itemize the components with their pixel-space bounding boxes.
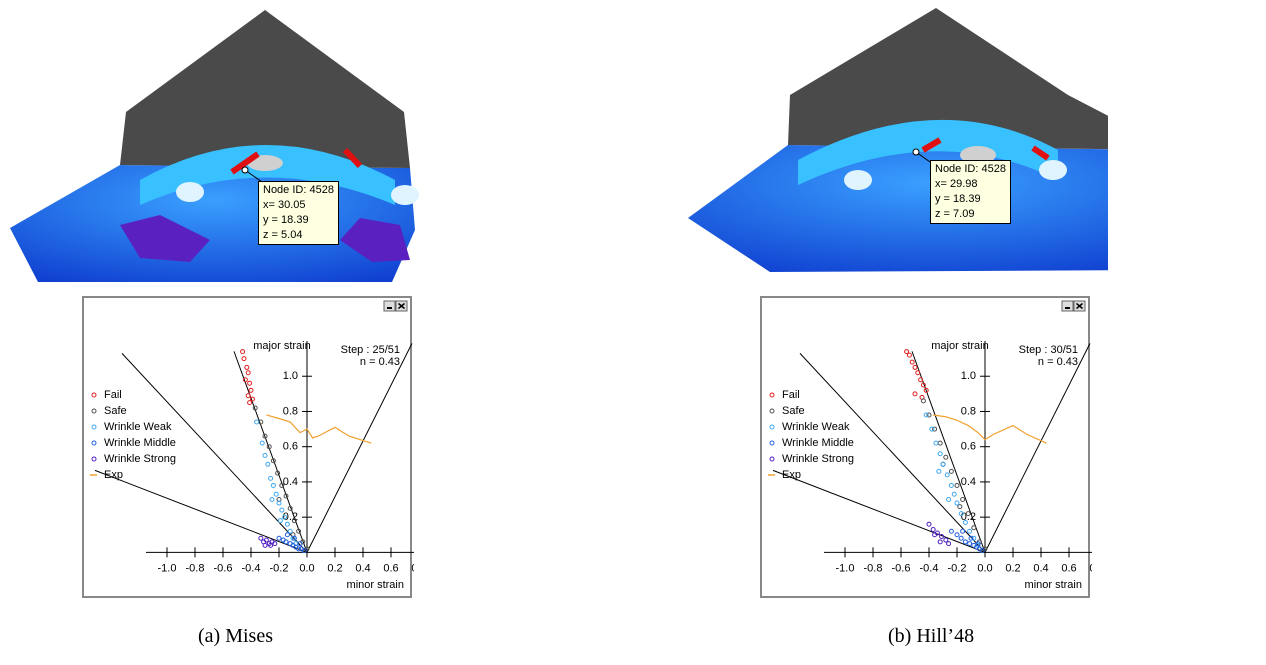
y-tick-label: 1.0 (283, 370, 298, 382)
y-tick-label: 0.6 (283, 441, 298, 453)
x-tick-label: 0.2 (327, 562, 342, 574)
tooltip-line: Node ID: 4528 (263, 183, 334, 198)
panel: Node ID: 4528 x= 30.05 y = 18.39 z = 5.0… (0, 0, 430, 665)
minimize-button (1062, 301, 1073, 311)
x-tick-label: -0.4 (242, 562, 261, 574)
page: Node ID: 4528 x= 30.05 y = 18.39 z = 5.0… (0, 0, 1266, 665)
tooltip-line: y = 18.39 (935, 192, 1006, 207)
annotation: n = 0.43 (360, 356, 400, 368)
tooltip: Node ID: 4528 x= 29.98 y = 18.39 z = 7.0… (930, 160, 1011, 224)
legend-label: Safe (782, 405, 805, 417)
panel: Node ID: 4528 x= 29.98 y = 18.39 z = 7.0… (678, 0, 1108, 665)
y-tick-label: 0.2 (283, 511, 298, 523)
y-tick-label: 0.4 (961, 476, 976, 488)
highlight (1039, 160, 1067, 180)
x-tick-label: -0.6 (214, 562, 233, 574)
highlight (176, 182, 204, 202)
y-tick-label: 1.0 (961, 370, 976, 382)
highlight (844, 170, 872, 190)
y-tick-label: 0.6 (961, 441, 976, 453)
legend-label: Wrinkle Weak (782, 421, 850, 433)
y-axis-label: major strain (931, 340, 988, 352)
minimize-button (384, 301, 395, 311)
legend-label: Exp (782, 469, 801, 481)
x-tick-label: 0.4 (1033, 562, 1048, 574)
tooltip-line: z = 5.04 (263, 228, 334, 243)
chart: -1.0-0.8-0.6-0.4-0.20.00.20.40.60.81.01.… (82, 296, 414, 599)
tooltip-line: Node ID: 4528 (935, 162, 1006, 177)
legend-label: Safe (104, 405, 127, 417)
caption: (a) Mises (198, 625, 273, 648)
x-tick-label: -0.8 (864, 562, 883, 574)
x-tick-label: 0.0 (299, 562, 314, 574)
legend-label: Wrinkle Middle (104, 437, 176, 449)
x-tick-label: -0.2 (270, 562, 289, 574)
x-tick-label: 0.8 (411, 562, 414, 574)
highlight (391, 185, 419, 205)
legend-label: Wrinkle Middle (782, 437, 854, 449)
y-tick-label: 0.4 (283, 476, 298, 488)
tooltip-line: z = 7.09 (935, 207, 1006, 222)
node (242, 167, 248, 173)
x-tick-label: 0.8 (1089, 562, 1092, 574)
x-axis-label: minor strain (347, 579, 404, 591)
tooltip-line: x= 29.98 (935, 177, 1006, 192)
x-tick-label: 0.4 (355, 562, 370, 574)
legend-label: Fail (782, 389, 800, 401)
annotation: Step : 30/51 (1019, 344, 1078, 356)
tooltip-line: x= 30.05 (263, 198, 334, 213)
render-3d (678, 0, 1108, 290)
x-tick-label: -0.8 (186, 562, 205, 574)
x-tick-label: -0.2 (948, 562, 967, 574)
legend-label: Wrinkle Strong (782, 453, 854, 465)
x-tick-label: -0.6 (892, 562, 911, 574)
legend-label: Exp (104, 469, 123, 481)
node (913, 149, 919, 155)
x-tick-label: -1.0 (158, 562, 177, 574)
annotation: n = 0.43 (1038, 356, 1078, 368)
x-tick-label: 0.2 (1005, 562, 1020, 574)
annotation: Step : 25/51 (341, 344, 400, 356)
punch-top (120, 10, 410, 168)
x-tick-label: 0.6 (383, 562, 398, 574)
x-tick-label: 0.0 (977, 562, 992, 574)
x-tick-label: -0.4 (920, 562, 939, 574)
chart: -1.0-0.8-0.6-0.4-0.20.00.20.40.60.81.01.… (760, 296, 1092, 599)
y-axis-label: major strain (253, 340, 310, 352)
render-3d (0, 0, 430, 290)
y-tick-label: 0.8 (961, 405, 976, 417)
tooltip: Node ID: 4528 x= 30.05 y = 18.39 z = 5.0… (258, 181, 339, 245)
legend-label: Wrinkle Strong (104, 453, 176, 465)
tooltip-line: y = 18.39 (263, 213, 334, 228)
legend-label: Fail (104, 389, 122, 401)
x-tick-label: 0.6 (1061, 562, 1076, 574)
x-axis-label: minor strain (1025, 579, 1082, 591)
x-tick-label: -1.0 (836, 562, 855, 574)
y-tick-label: 0.8 (283, 405, 298, 417)
legend-label: Wrinkle Weak (104, 421, 172, 433)
caption: (b) Hill’48 (888, 625, 974, 648)
